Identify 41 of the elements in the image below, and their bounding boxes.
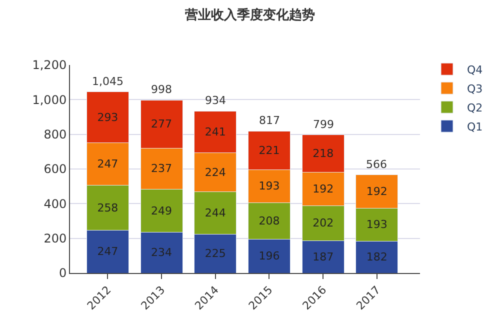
data-label: 192 [312, 182, 334, 196]
data-label: 241 [204, 125, 226, 138]
y-tick-label: 0 [58, 266, 67, 280]
total-label: 799 [313, 118, 334, 131]
legend-label: Q3 [467, 82, 483, 96]
total-label: 817 [259, 114, 280, 127]
chart-title: 营业收入季度变化趋势 [184, 6, 315, 23]
legend-label: Q2 [467, 101, 483, 114]
y-tick-label: 400 [44, 196, 67, 211]
y-tick-label: 1,000 [32, 92, 67, 107]
data-label: 193 [366, 218, 388, 232]
data-label: 224 [204, 166, 226, 179]
data-label: 192 [366, 184, 388, 198]
data-label: 193 [258, 180, 280, 193]
data-label: 247 [97, 158, 118, 171]
data-label: 234 [151, 246, 172, 260]
total-label: 934 [205, 94, 226, 107]
y-tick-label: 200 [44, 232, 67, 246]
y-tick-label: 800 [44, 128, 67, 142]
total-label: 1,045 [92, 75, 124, 88]
data-label: 187 [312, 250, 334, 264]
data-label: 249 [151, 204, 172, 218]
data-label: 221 [258, 144, 280, 157]
total-label: 998 [151, 83, 172, 96]
data-label: 196 [258, 250, 280, 263]
data-label: 244 [204, 206, 226, 220]
data-label: 277 [151, 118, 172, 131]
data-label: 293 [97, 110, 118, 124]
data-label: 258 [97, 201, 118, 214]
legend-label: Q1 [467, 120, 483, 134]
y-tick-label: 600 [44, 162, 67, 176]
y-tick-label: 1,200 [32, 58, 67, 72]
data-label: 225 [204, 247, 226, 260]
data-label: 208 [258, 214, 280, 228]
data-label: 237 [151, 162, 172, 176]
total-label: 566 [366, 158, 387, 171]
data-label: 202 [312, 216, 334, 230]
data-label: 182 [366, 250, 388, 264]
data-label: 247 [97, 245, 118, 258]
data-label: 218 [312, 146, 334, 160]
legend-label: Q4 [467, 63, 483, 76]
